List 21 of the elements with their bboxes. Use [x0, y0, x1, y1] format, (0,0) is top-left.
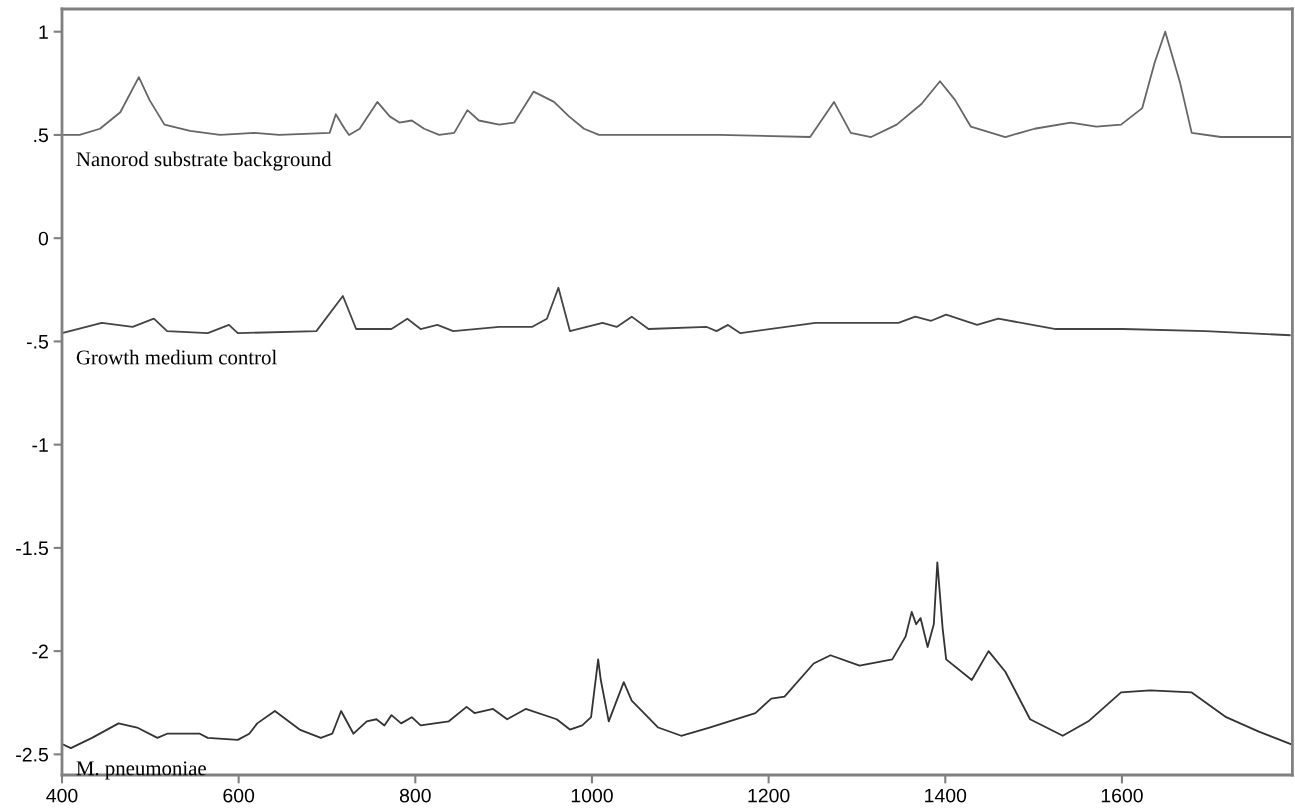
x-tick-label: 600: [223, 788, 255, 803]
y-tick-label: -2: [32, 644, 48, 659]
x-tick-label: 1000: [571, 788, 613, 803]
series-label: Growth medium control: [76, 349, 277, 365]
x-tick-label: 800: [399, 788, 431, 803]
y-tick-label: 1: [39, 25, 48, 39]
x-tick-label: 1200: [748, 788, 790, 803]
y-tick-label: -.5: [26, 335, 48, 349]
y-tick-label: 0: [38, 231, 49, 246]
line-series: [62, 561, 1292, 750]
line-series: [62, 286, 1291, 337]
line-series: [62, 30, 1292, 138]
series-label: M. pneumoniae: [76, 761, 206, 780]
x-tick-label: 1600: [1101, 788, 1143, 803]
y-tick-label: -1: [32, 438, 48, 452]
y-tick-label: .5: [34, 128, 48, 143]
series-label: Nanorod substrate background: [76, 151, 332, 171]
x-tick-label: 400: [46, 788, 78, 803]
y-tick-label: -1.5: [16, 541, 48, 556]
x-tick-label: 1400: [925, 788, 967, 803]
y-tick-label: -2.5: [16, 747, 48, 762]
